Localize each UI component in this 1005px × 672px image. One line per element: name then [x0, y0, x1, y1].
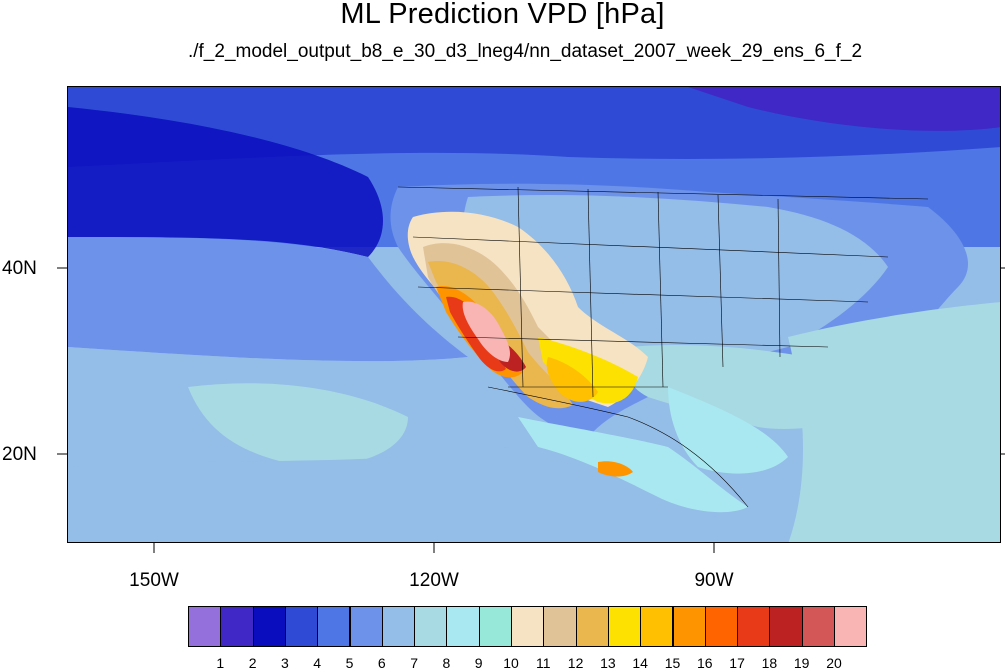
colorbar-label: 5	[345, 655, 354, 671]
colorbar-swatch	[737, 606, 771, 647]
tropical-pacific	[188, 383, 408, 467]
colorbar-swatch	[317, 606, 351, 647]
colorbar-label: 12	[567, 655, 584, 671]
north-east-dark	[688, 87, 1000, 131]
colorbar-label: 20	[826, 655, 842, 671]
colorbar-label: 13	[600, 655, 616, 671]
colorbar-swatch	[769, 606, 803, 647]
lon-label-150w: 150W	[129, 570, 179, 591]
central-mexico-spot	[598, 461, 633, 477]
colorbar-label: 18	[761, 655, 778, 671]
caribbean-cyan	[668, 387, 788, 474]
map-frame	[67, 86, 1001, 543]
colorbar-label: 10	[503, 655, 519, 671]
colorbar-swatch	[381, 606, 416, 647]
colorbar-swatch	[640, 606, 674, 647]
atlantic-cyan	[788, 302, 1000, 542]
deep-blue-pacific	[68, 107, 383, 257]
mid-pacific-band	[68, 237, 468, 362]
colorbar-label: 1	[216, 655, 225, 671]
colorbar-swatch	[252, 606, 286, 647]
colorbar-swatch	[834, 606, 868, 647]
colorbar-swatch	[704, 606, 739, 647]
colorbar-swatch	[543, 606, 577, 647]
map-title: ML Prediction VPD [hPa]	[340, 0, 665, 30]
colorbar-label: 2	[248, 655, 257, 671]
southwest-pink	[462, 301, 511, 362]
colorbar-swatch	[801, 606, 835, 647]
lat-label-20n: 20N	[2, 444, 37, 465]
colorbar-label: 6	[377, 655, 386, 671]
colorbar-swatch	[511, 606, 545, 647]
colorbar-swatch	[672, 606, 706, 647]
mexico-cyan	[518, 417, 748, 513]
lat-label-40n: 40N	[2, 258, 37, 279]
lon-label-120w: 120W	[409, 570, 459, 591]
colorbar-label: 3	[280, 655, 289, 671]
border-lines	[397, 186, 929, 508]
map-subtitle: ./f_2_model_output_b8_e_30_d3_lneg4/nn_d…	[187, 41, 863, 62]
colorbar-swatch	[220, 606, 254, 647]
colorbar-label: 8	[442, 655, 451, 671]
colorbar-label: 16	[697, 655, 713, 671]
colorbar-label: 11	[536, 655, 551, 671]
colorbar-label: 17	[729, 655, 745, 671]
colorbar-swatch	[188, 606, 222, 647]
lon-label-90w: 90W	[694, 570, 734, 591]
colorbar-swatch	[284, 606, 319, 647]
colorbar-swatch	[478, 606, 512, 647]
southern-band	[68, 447, 765, 542]
colorbar-swatch	[607, 606, 642, 647]
colorbar-label: 4	[313, 655, 322, 671]
colorbar-label: 15	[664, 655, 681, 671]
mexico-interior-orange	[546, 357, 598, 402]
colorbar-swatch	[414, 606, 448, 647]
colorbar-label: 9	[474, 655, 483, 671]
colorbar-swatch	[446, 606, 480, 647]
colorbar-label: 14	[632, 655, 648, 671]
colorbar-swatch	[349, 606, 383, 647]
colorbar-label: 19	[793, 655, 810, 671]
colorbar-swatch	[575, 606, 609, 647]
colorbar-label: 7	[410, 655, 418, 671]
vpd-contour-map	[68, 87, 1000, 542]
